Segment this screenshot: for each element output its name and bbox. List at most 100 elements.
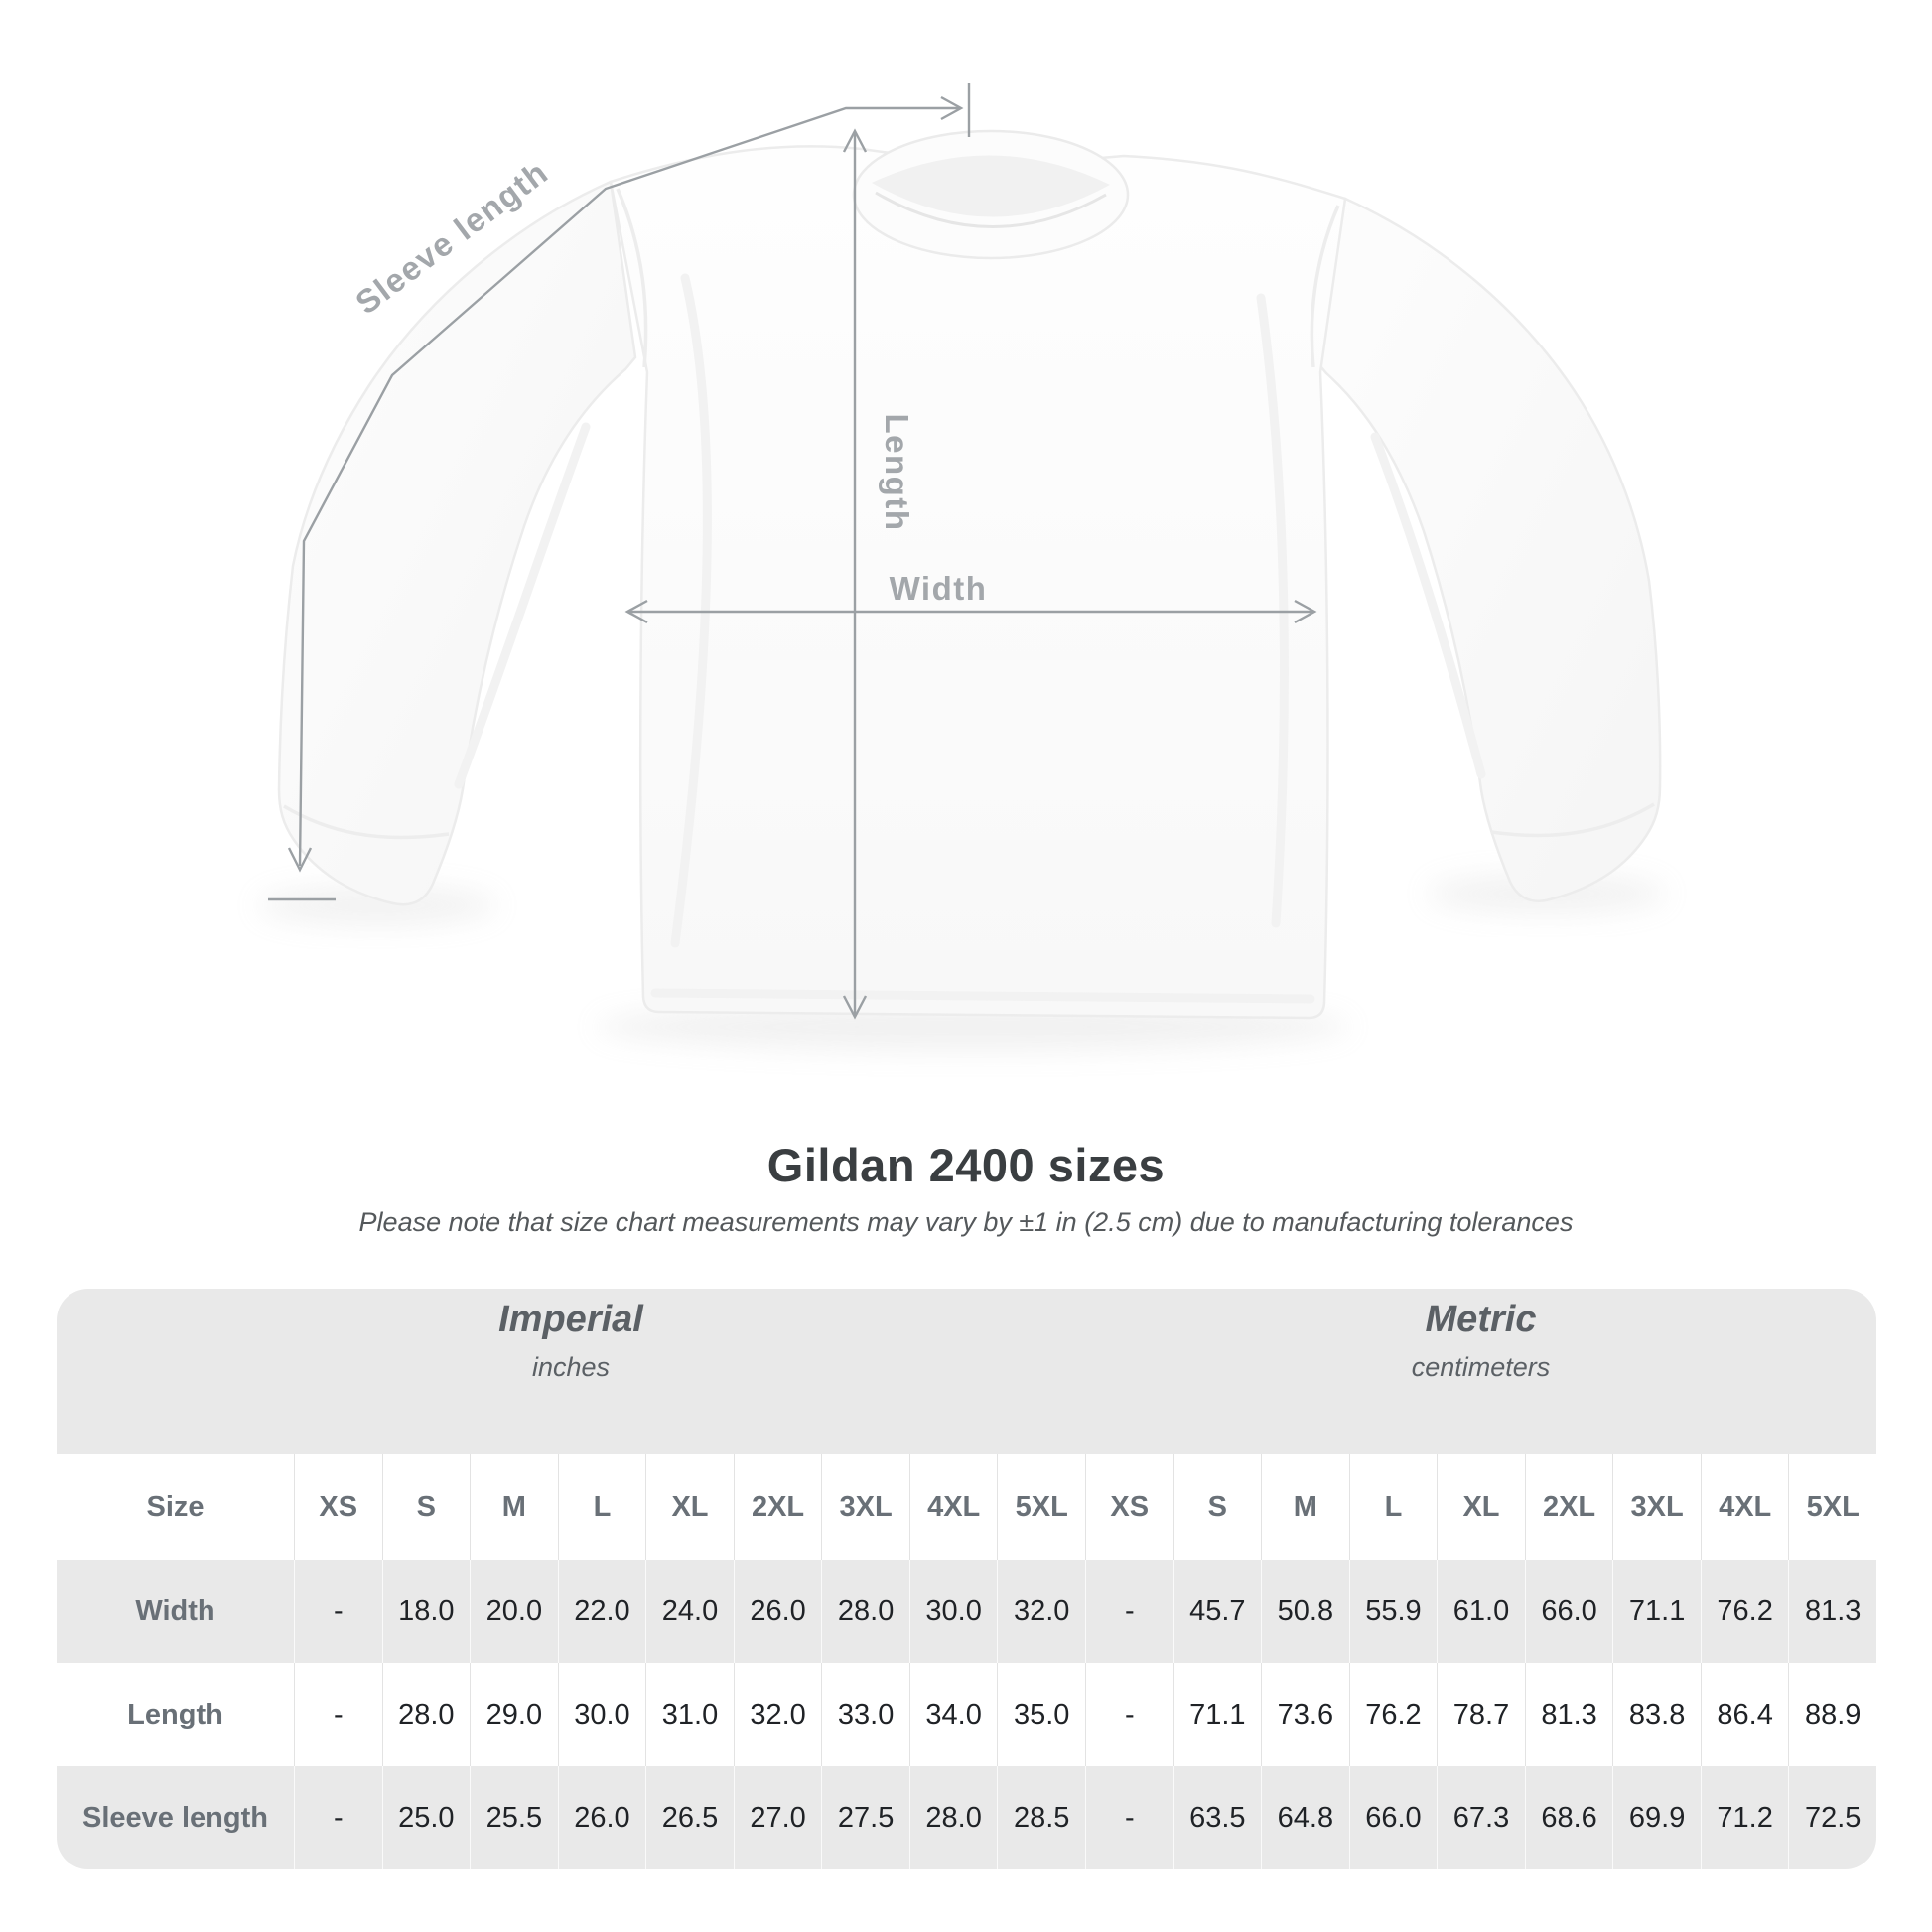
size-col-header: XS [294,1454,382,1560]
table-cell: 61.0 [1437,1560,1525,1663]
table-cell: 81.3 [1788,1560,1876,1663]
table-cell: 22.0 [557,1560,646,1663]
shirt-measurement-diagram: Sleeve length Length Width [258,83,1666,1050]
table-cell: 28.0 [821,1560,909,1663]
table-cell: 35.0 [997,1663,1085,1766]
table-cell: - [294,1560,382,1663]
row-label-length: Length [57,1663,294,1766]
table-cell: 73.6 [1261,1663,1349,1766]
row-label-sleeve-length: Sleeve length [57,1766,294,1869]
table-cell: 86.4 [1700,1663,1789,1766]
length-label: Length [879,414,915,532]
table-cell: 71.1 [1173,1663,1262,1766]
group-unit: centimeters [1411,1352,1551,1382]
table-cell: 26.0 [557,1766,646,1869]
table-cell: 26.0 [733,1560,822,1663]
length-arrow-down-icon [842,995,868,1020]
length-arrow-up-icon [842,128,868,153]
size-col-header: M [1261,1454,1349,1560]
table-cell: 28.5 [997,1766,1085,1869]
size-col-header: XL [1437,1454,1525,1560]
size-col-header: 5XL [997,1454,1085,1560]
page-title: Gildan 2400 sizes [766,1139,1166,1191]
size-col-header: S [1173,1454,1262,1560]
table-cell: 55.9 [1348,1560,1438,1663]
table-cell: 88.9 [1788,1663,1876,1766]
table-cell: 76.2 [1348,1663,1438,1766]
table-cell: 32.0 [733,1663,822,1766]
table-cell: 45.7 [1173,1560,1262,1663]
size-col-header: 3XL [821,1454,909,1560]
size-col-header: 4XL [908,1454,998,1560]
table-cell: 63.5 [1173,1766,1262,1869]
group-header-metric: Metric centimeters [1085,1289,1876,1454]
table-cell: 66.0 [1348,1766,1438,1869]
size-col-header: XL [645,1454,734,1560]
sleeve-length-line [298,106,959,867]
size-table: Imperial inches Metric centimeters Size … [57,1289,1876,1869]
table-cell: 27.0 [733,1766,822,1869]
table-cell: 66.0 [1524,1560,1613,1663]
table-cell: 32.0 [997,1560,1085,1663]
table-cell: 30.0 [557,1663,646,1766]
table-cell: 34.0 [908,1663,998,1766]
table-cell: 78.7 [1437,1663,1525,1766]
row-label-width: Width [57,1560,294,1663]
sleeve-arrow-down-icon [287,847,313,873]
size-col-header: 3XL [1612,1454,1701,1560]
table-cell: - [1085,1663,1173,1766]
table-cell: 69.9 [1612,1766,1701,1869]
group-title: Metric [1425,1299,1537,1340]
table-cell: 64.8 [1261,1766,1349,1869]
table-cell: 27.5 [821,1766,909,1869]
table-cell: 71.2 [1700,1766,1789,1869]
table-cell: 29.0 [470,1663,558,1766]
group-header-imperial: Imperial inches [57,1289,1085,1454]
size-col-header: 2XL [733,1454,822,1560]
table-cell: - [294,1766,382,1869]
chart-heading: Gildan 2400 sizes Please note that size … [0,1138,1932,1238]
table-cell: 68.6 [1524,1766,1613,1869]
table-cell: 72.5 [1788,1766,1876,1869]
size-col-header: L [1348,1454,1438,1560]
width-arrow-left-icon [624,599,648,624]
table-cell: 83.8 [1612,1663,1701,1766]
table-cell: 18.0 [381,1560,471,1663]
size-col-header: S [381,1454,471,1560]
group-unit: inches [531,1352,611,1382]
size-col-header: XS [1085,1454,1173,1560]
width-label: Width [890,570,988,607]
table-cell: 20.0 [470,1560,558,1663]
size-col-header: 2XL [1524,1454,1613,1560]
table-cell: 28.0 [908,1766,998,1869]
size-col-header: 4XL [1700,1454,1789,1560]
table-cell: - [294,1663,382,1766]
table-cell: 25.5 [470,1766,558,1869]
table-cell: 76.2 [1700,1560,1789,1663]
table-cell: 31.0 [645,1663,734,1766]
size-col-header: L [557,1454,646,1560]
size-col-header: M [470,1454,558,1560]
table-cell: 67.3 [1437,1766,1525,1869]
width-arrow-right-icon [1294,599,1317,624]
table-cell: - [1085,1766,1173,1869]
size-col-header: 5XL [1788,1454,1876,1560]
table-cell: 24.0 [645,1560,734,1663]
measurement-lines [268,83,1317,1020]
size-header: Size [57,1454,294,1560]
table-cell: 28.0 [381,1663,471,1766]
table-cell: 30.0 [908,1560,998,1663]
shirt-right-sleeve [1314,197,1662,902]
shirt-left-sleeve [277,180,637,906]
table-cell: - [1085,1560,1173,1663]
table-cell: 25.0 [381,1766,471,1869]
shirt-collar [852,129,1130,260]
group-title: Imperial [498,1299,643,1340]
table-cell: 26.5 [645,1766,734,1869]
table-cell: 71.1 [1612,1560,1701,1663]
tolerance-note: Please note that size chart measurements… [358,1207,1574,1237]
sleeve-arrow-right-icon [940,95,964,121]
table-cell: 33.0 [821,1663,909,1766]
table-cell: 50.8 [1261,1560,1349,1663]
table-cell: 81.3 [1524,1663,1613,1766]
